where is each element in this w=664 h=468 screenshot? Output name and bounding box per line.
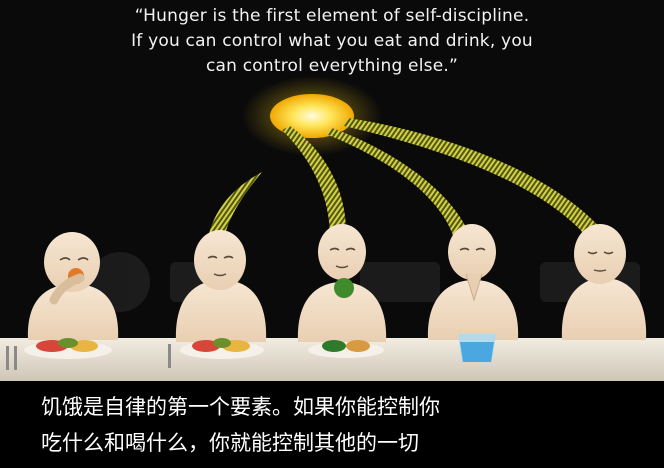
plate-3 [308, 340, 384, 358]
quote-text: “Hunger is the first element of self-dis… [0, 4, 664, 79]
plate-2 [180, 338, 264, 359]
subtitle-caption: 饥饿是自律的第一个要素。如果你能控制你 吃什么和喝什么，你就能控制其他的一切 [0, 381, 664, 468]
figure-2 [175, 230, 267, 342]
energy-beam-1 [208, 172, 262, 238]
subtitle-line-1: 饥饿是自律的第一个要素。如果你能控制你 [41, 395, 440, 419]
figure-4 [427, 224, 519, 340]
figure-5 [561, 224, 647, 340]
water-glass-icon [458, 334, 496, 362]
energy-beam-3 [326, 128, 470, 238]
figure-3 [297, 224, 387, 342]
quote-line-3: can control everything else.” [206, 56, 458, 76]
subtitle-line-2: 吃什么和喝什么，你就能控制其他的一切 [41, 431, 419, 455]
plate-1 [24, 338, 112, 359]
energy-beam-2 [282, 126, 347, 238]
quote-line-1: “Hunger is the first element of self-dis… [134, 6, 530, 26]
quote-line-2: If you can control what you eat and drin… [131, 31, 533, 51]
energy-beam-4 [344, 118, 604, 236]
cutlery-icon [6, 344, 171, 370]
figure-1 [27, 232, 119, 340]
